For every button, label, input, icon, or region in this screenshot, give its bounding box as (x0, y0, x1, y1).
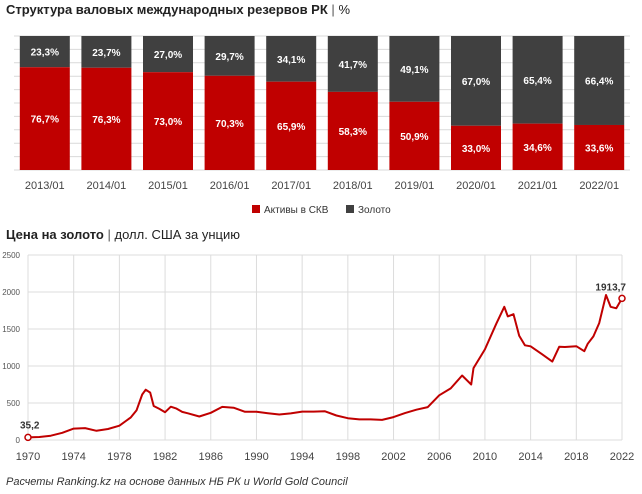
data-label-gold: 66,4% (585, 76, 613, 87)
end-value-label: 1913,7 (595, 282, 626, 293)
x-tick-label: 1974 (61, 451, 85, 463)
bar-gold (574, 36, 625, 125)
legend-label: Золото (358, 205, 391, 216)
structure-chart-title: Структура валовых международных резервов… (6, 2, 350, 17)
y-tick-label: 500 (7, 399, 21, 408)
bar-gold (19, 36, 70, 68)
data-label-fx-assets: 73,0% (154, 117, 182, 128)
x-tick-label: 2020/01 (456, 180, 496, 192)
gold-price-title-main: Цена на золото (6, 227, 104, 242)
start-value-label: 35,2 (20, 420, 40, 431)
gold-price-title: Цена на золото | долл. США за унцию (6, 227, 240, 242)
data-label-gold: 41,7% (339, 60, 367, 71)
bar-gold (81, 36, 132, 68)
bar-gold (266, 36, 317, 82)
x-tick-label: 2017/01 (271, 180, 311, 192)
x-tick-label: 2015/01 (148, 180, 188, 192)
reserves-structure-chart: 23,3% 76,7% 2013/01 23,7% 76,3% 2014/01 27,0% 7… (14, 35, 630, 216)
data-label-gold: 67,0% (462, 77, 490, 88)
data-label-gold: 27,0% (154, 50, 182, 61)
data-label-fx-assets: 65,9% (277, 122, 305, 133)
x-tick-label: 1998 (336, 451, 360, 463)
data-label-gold: 23,7% (92, 48, 120, 59)
bar-gold (451, 36, 501, 126)
data-label-fx-assets: 34,6% (523, 143, 551, 154)
bar-gold (389, 36, 440, 102)
data-label-gold: 49,1% (400, 65, 428, 76)
y-tick-label: 2000 (2, 288, 20, 297)
data-label-fx-assets: 58,3% (339, 127, 367, 138)
x-tick-label: 2014 (518, 451, 542, 463)
bar-gold (143, 36, 193, 73)
x-tick-label: 2021/01 (518, 180, 558, 192)
x-tick-label: 2002 (381, 451, 405, 463)
x-tick-label: 1970 (16, 451, 40, 463)
data-label-gold: 29,7% (215, 52, 243, 63)
data-label-fx-assets: 76,7% (31, 115, 59, 126)
x-tick-label: 1982 (153, 451, 177, 463)
bar-fx-assets (574, 124, 625, 170)
y-tick-label: 1500 (2, 325, 20, 334)
y-tick-label: 0 (16, 436, 21, 445)
legend-swatch (346, 205, 354, 213)
title-separator: | (331, 2, 335, 17)
x-tick-label: 1986 (199, 451, 223, 463)
x-tick-label: 2019/01 (395, 180, 435, 192)
x-tick-label: 2016/01 (210, 180, 250, 192)
x-tick-label: 2018/01 (333, 180, 373, 192)
bar-gold (512, 36, 563, 124)
x-tick-label: 1990 (244, 451, 268, 463)
bar-fx-assets (266, 81, 317, 170)
x-tick-label: 2006 (427, 451, 451, 463)
bar-fx-assets (327, 91, 378, 170)
y-tick-label: 1000 (2, 362, 20, 371)
data-label-fx-assets: 33,0% (462, 144, 490, 155)
data-label-fx-assets: 70,3% (215, 119, 243, 130)
structure-chart-title-main: Структура валовых международных резервов… (6, 2, 328, 17)
start-point-marker (24, 433, 32, 442)
structure-chart-unit: % (338, 2, 350, 17)
bar-gold (204, 36, 255, 76)
x-tick-label: 1994 (290, 451, 314, 463)
bar-fx-assets (204, 75, 255, 170)
x-tick-label: 1978 (107, 451, 131, 463)
title-separator: | (107, 227, 111, 242)
data-label-fx-assets: 33,6% (585, 143, 613, 154)
y-tick-label: 2500 (2, 251, 20, 260)
gold-price-unit: долл. США за унцию (114, 227, 240, 242)
bar-fx-assets (19, 67, 70, 170)
x-tick-label: 2018 (564, 451, 588, 463)
gold-price-line (27, 294, 623, 439)
bar-fx-assets (143, 72, 193, 170)
end-point-marker (618, 294, 626, 303)
x-tick-label: 2022 (610, 451, 634, 463)
legend-label: Активы в СКВ (264, 205, 329, 216)
data-label-fx-assets: 76,3% (92, 115, 120, 126)
bar-gold (327, 36, 378, 92)
bar-fx-assets (512, 123, 563, 170)
bar-fx-assets (81, 67, 132, 170)
data-label-gold: 34,1% (277, 55, 305, 66)
x-tick-label: 2013/01 (25, 180, 65, 192)
data-label-fx-assets: 50,9% (400, 132, 428, 143)
legend-swatch (252, 205, 260, 213)
x-tick-label: 2022/01 (579, 180, 619, 192)
bar-fx-assets (389, 101, 440, 170)
x-tick-label: 2010 (473, 451, 497, 463)
bar-fx-assets (451, 125, 501, 170)
source-note: Расчеты Ranking.kz на основе данных НБ Р… (6, 476, 348, 488)
data-label-gold: 23,3% (31, 48, 59, 59)
data-label-gold: 65,4% (523, 76, 551, 87)
x-tick-label: 2014/01 (87, 180, 127, 192)
